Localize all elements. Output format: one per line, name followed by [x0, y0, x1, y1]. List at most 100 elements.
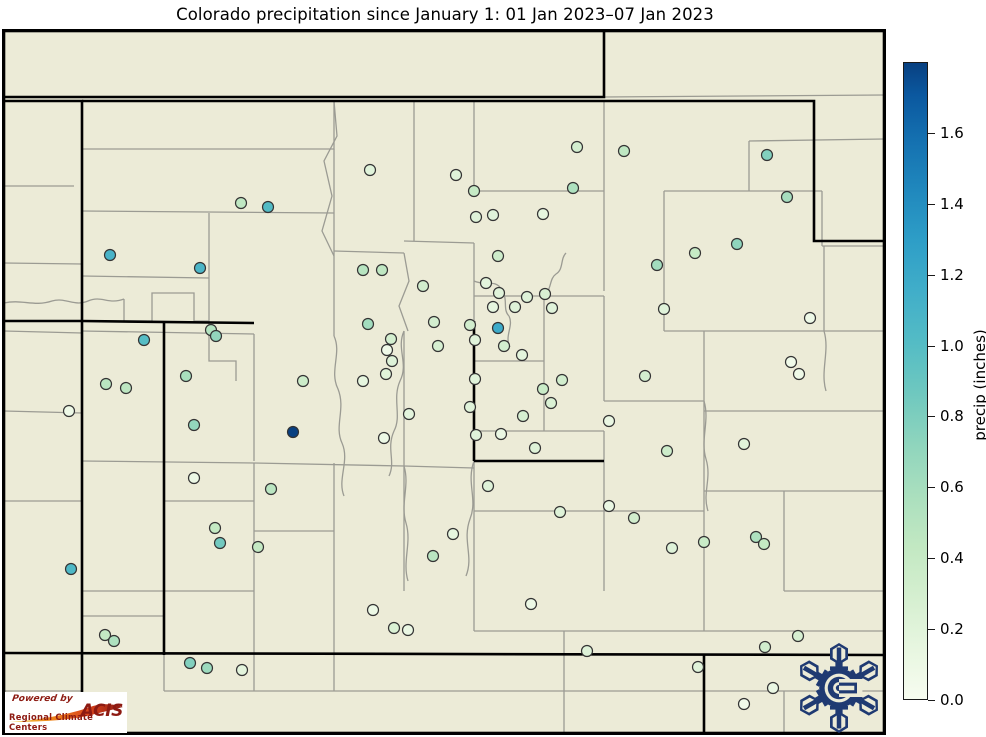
station-point[interactable]	[107, 634, 121, 648]
station-point[interactable]	[467, 184, 481, 198]
station-point[interactable]	[803, 311, 817, 325]
colorbar[interactable]: 0.0 0.2 0.4 0.6 0.8 1.0 1.2 1.4 1.6 precip (inch…	[900, 55, 986, 715]
station-point[interactable]	[544, 396, 558, 410]
station-point[interactable]	[387, 621, 401, 635]
station-point[interactable]	[431, 339, 445, 353]
station-point[interactable]	[697, 535, 711, 549]
station-point[interactable]	[516, 409, 530, 423]
station-point[interactable]	[479, 276, 493, 290]
station-point[interactable]	[536, 382, 550, 396]
station-point[interactable]	[602, 499, 616, 513]
station-point[interactable]	[463, 318, 477, 332]
station-point[interactable]	[566, 181, 580, 195]
station-point[interactable]	[375, 263, 389, 277]
station-point[interactable]	[366, 603, 380, 617]
station-point[interactable]	[402, 407, 416, 421]
station-point[interactable]	[660, 444, 674, 458]
station-point[interactable]	[468, 333, 482, 347]
station-point[interactable]	[377, 431, 391, 445]
station-point[interactable]	[264, 482, 278, 496]
station-point[interactable]	[780, 190, 794, 204]
station-point[interactable]	[481, 479, 495, 493]
station-point[interactable]	[286, 425, 300, 439]
station-point[interactable]	[356, 374, 370, 388]
station-point[interactable]	[688, 246, 702, 260]
station-point[interactable]	[296, 374, 310, 388]
station-point[interactable]	[200, 661, 214, 675]
station-point[interactable]	[784, 355, 798, 369]
station-point[interactable]	[497, 339, 511, 353]
station-point[interactable]	[491, 321, 505, 335]
station-point[interactable]	[379, 367, 393, 381]
station-point[interactable]	[580, 644, 594, 658]
station-point[interactable]	[446, 527, 460, 541]
station-point[interactable]	[98, 628, 112, 642]
station-point[interactable]	[103, 248, 117, 262]
station-point[interactable]	[261, 200, 275, 214]
station-point[interactable]	[760, 148, 774, 162]
station-point[interactable]	[494, 427, 508, 441]
station-point[interactable]	[251, 540, 265, 554]
station-point[interactable]	[665, 541, 679, 555]
station-point[interactable]	[209, 329, 223, 343]
station-point[interactable]	[234, 196, 248, 210]
map-plot-area[interactable]	[2, 29, 886, 735]
station-point[interactable]	[187, 471, 201, 485]
station-point[interactable]	[62, 404, 76, 418]
station-point[interactable]	[553, 505, 567, 519]
station-point[interactable]	[528, 441, 542, 455]
station-point[interactable]	[208, 521, 222, 535]
station-point[interactable]	[401, 623, 415, 637]
station-point[interactable]	[617, 144, 631, 158]
station-point[interactable]	[427, 315, 441, 329]
station-point[interactable]	[638, 369, 652, 383]
station-point[interactable]	[508, 300, 522, 314]
station-point[interactable]	[416, 279, 430, 293]
station-point[interactable]	[520, 290, 534, 304]
station-point[interactable]	[515, 348, 529, 362]
station-point[interactable]	[119, 381, 133, 395]
station-point[interactable]	[737, 697, 751, 711]
station-point[interactable]	[650, 258, 664, 272]
station-point[interactable]	[179, 369, 193, 383]
station-point[interactable]	[737, 437, 751, 451]
station-point[interactable]	[213, 536, 227, 550]
station-point[interactable]	[361, 317, 375, 331]
station-point[interactable]	[730, 237, 744, 251]
station-point[interactable]	[64, 562, 78, 576]
station-point[interactable]	[363, 163, 377, 177]
station-point[interactable]	[384, 332, 398, 346]
station-point[interactable]	[385, 354, 399, 368]
station-point[interactable]	[463, 400, 477, 414]
station-point[interactable]	[555, 373, 569, 387]
station-point[interactable]	[627, 511, 641, 525]
station-point[interactable]	[449, 168, 463, 182]
station-point[interactable]	[766, 681, 780, 695]
station-point[interactable]	[538, 287, 552, 301]
station-point[interactable]	[791, 629, 805, 643]
station-point[interactable]	[426, 549, 440, 563]
station-point[interactable]	[187, 418, 201, 432]
station-point[interactable]	[469, 428, 483, 442]
station-point[interactable]	[524, 597, 538, 611]
station-point[interactable]	[193, 261, 207, 275]
station-point[interactable]	[380, 343, 394, 357]
station-point[interactable]	[792, 367, 806, 381]
station-point[interactable]	[468, 372, 482, 386]
station-point[interactable]	[570, 140, 584, 154]
station-point[interactable]	[602, 414, 616, 428]
station-point[interactable]	[545, 301, 559, 315]
station-point[interactable]	[536, 207, 550, 221]
station-points-layer[interactable]	[62, 140, 817, 711]
station-point[interactable]	[183, 656, 197, 670]
station-point[interactable]	[492, 286, 506, 300]
station-point[interactable]	[469, 210, 483, 224]
station-point[interactable]	[137, 333, 151, 347]
station-point[interactable]	[749, 530, 763, 544]
station-point[interactable]	[657, 302, 671, 316]
station-point[interactable]	[486, 208, 500, 222]
station-point[interactable]	[758, 640, 772, 654]
station-point[interactable]	[757, 537, 771, 551]
station-point[interactable]	[356, 263, 370, 277]
station-point[interactable]	[491, 249, 505, 263]
